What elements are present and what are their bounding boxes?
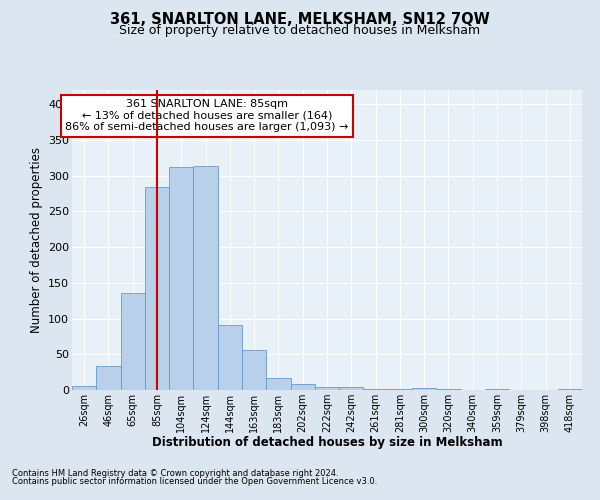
Bar <box>72 386 96 390</box>
Bar <box>412 388 436 390</box>
Text: Contains HM Land Registry data © Crown copyright and database right 2024.: Contains HM Land Registry data © Crown c… <box>12 468 338 477</box>
Bar <box>266 378 290 390</box>
Bar <box>558 388 582 390</box>
Text: 361, SNARLTON LANE, MELKSHAM, SN12 7QW: 361, SNARLTON LANE, MELKSHAM, SN12 7QW <box>110 12 490 28</box>
Bar <box>193 166 218 390</box>
Bar <box>485 388 509 390</box>
Y-axis label: Number of detached properties: Number of detached properties <box>29 147 43 333</box>
Text: Distribution of detached houses by size in Melksham: Distribution of detached houses by size … <box>152 436 502 449</box>
Bar <box>96 366 121 390</box>
Text: Size of property relative to detached houses in Melksham: Size of property relative to detached ho… <box>119 24 481 37</box>
Bar <box>121 293 145 390</box>
Text: 361 SNARLTON LANE: 85sqm
← 13% of detached houses are smaller (164)
86% of semi-: 361 SNARLTON LANE: 85sqm ← 13% of detach… <box>65 99 349 132</box>
Bar <box>242 350 266 390</box>
Bar <box>169 167 193 390</box>
Bar <box>218 325 242 390</box>
Bar <box>339 387 364 390</box>
Bar <box>145 187 169 390</box>
Text: Contains public sector information licensed under the Open Government Licence v3: Contains public sector information licen… <box>12 477 377 486</box>
Bar <box>290 384 315 390</box>
Bar <box>315 387 339 390</box>
